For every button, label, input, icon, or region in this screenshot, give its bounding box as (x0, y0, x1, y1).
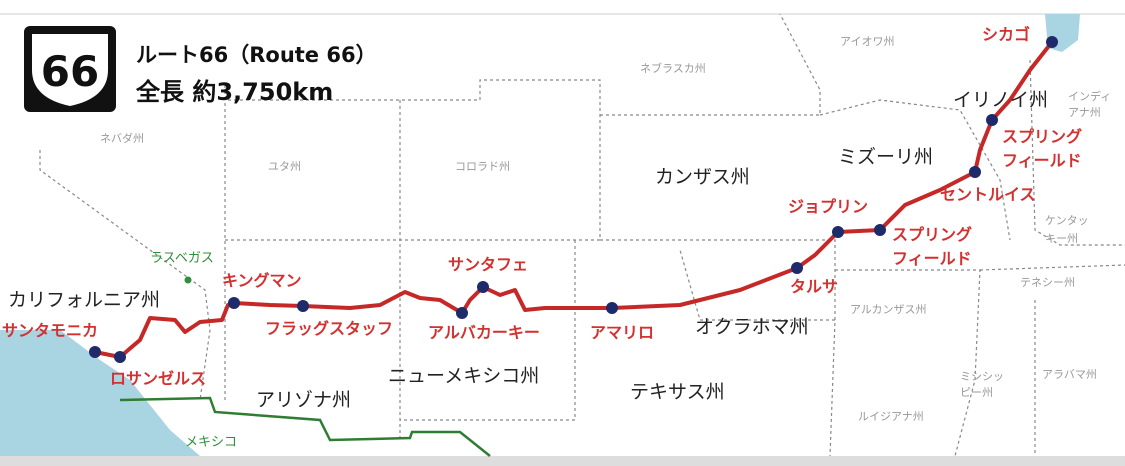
state-label-minor: ネブラスカ州 (640, 61, 706, 75)
state-label-minor: ピー州 (960, 386, 993, 399)
mexico-border (119, 396, 491, 457)
title: ルート66（Route 66） (136, 43, 377, 67)
las-vegas-dot (184, 276, 192, 284)
state-label-minor: ユタ州 (268, 160, 301, 173)
city-label: フィールド (892, 249, 972, 268)
state-label: イリノイ州 (953, 89, 1048, 111)
state-label-minor: キー州 (1045, 232, 1078, 245)
city-label: ロサンゼルス (110, 369, 206, 388)
state-label-minor: コロラド州 (455, 160, 510, 173)
state-label-minor: テネシー州 (1020, 276, 1075, 289)
green-label: ラスベガス (150, 251, 214, 266)
city-dots (89, 36, 1058, 363)
frame-bottom (0, 456, 1125, 466)
state-label-minor: ネバダ州 (100, 131, 144, 145)
length: 全長 約3,750km (135, 78, 333, 106)
city-label: ジョプリン (788, 197, 868, 216)
map-background (0, 14, 1125, 456)
state-label: ミズーリ州 (838, 146, 933, 168)
state-label-minor: アイオワ州 (840, 35, 894, 48)
city-label: シカゴ (982, 25, 1030, 44)
city-label: スプリング (892, 225, 972, 244)
city-label: フラッグスタッフ (265, 319, 393, 338)
city-label: キングマン (222, 271, 302, 290)
state-label-minor: ケンタッ (1045, 214, 1089, 227)
city-label: アマリロ (590, 323, 654, 342)
state-label: テキサス州 (630, 381, 725, 403)
city-label: サンタフェ (448, 255, 528, 274)
shield-body (32, 34, 108, 106)
city-label: セントルイス (940, 185, 1036, 204)
city-label: スプリング (1002, 127, 1082, 146)
state-label: オクラホマ州 (695, 316, 809, 338)
city-label: タルサ (790, 277, 838, 296)
state-label-minor: ルイジアナ州 (858, 410, 924, 423)
city-label: フィールド (1002, 151, 1082, 170)
state-borders (39, 13, 1125, 457)
state-label-minor: アルカンザス州 (850, 303, 926, 316)
city-label: サンタモニカ (2, 321, 98, 340)
pacific-ocean (0, 330, 200, 456)
state-label-minor: アラバマ州 (1042, 368, 1097, 381)
city-label: アルバカーキー (428, 323, 540, 342)
state-label: アリゾナ州 (256, 389, 351, 411)
state-label: カンザス州 (655, 166, 750, 188)
green-label: メキシコ (185, 435, 237, 450)
state-label: カリフォルニア州 (8, 289, 160, 311)
state-label-minor: アナ州 (1068, 106, 1101, 119)
shield-number: 66 (41, 47, 99, 96)
state-label-minor: ミシシッ (960, 370, 1004, 383)
state-label: ニューメキシコ州 (388, 365, 539, 387)
state-label-minor: インディ (1068, 89, 1111, 103)
